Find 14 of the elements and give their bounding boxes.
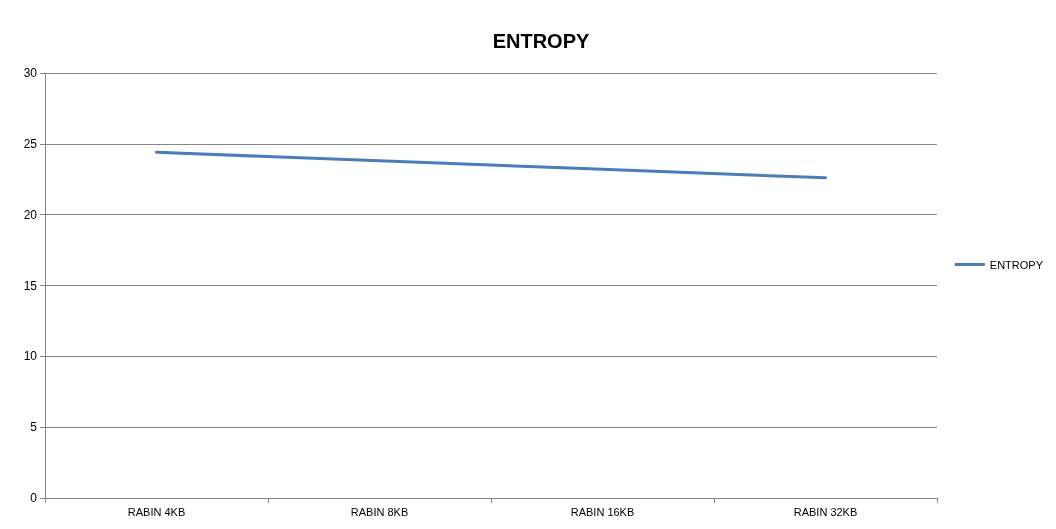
x-tick-label: RABIN 32KB <box>793 505 858 518</box>
y-tick-label: 5 <box>30 420 38 435</box>
chart-title: ENTROPY <box>492 30 590 52</box>
y-tick-label: 20 <box>23 207 38 222</box>
x-tick-label: RABIN 4KB <box>127 505 186 518</box>
legend-label: ENTROPY <box>989 258 1044 271</box>
y-tick-label: 0 <box>30 491 38 505</box>
x-tick-label: RABIN 16KB <box>570 505 635 518</box>
y-tick-label: 25 <box>23 136 38 151</box>
x-tick-label: RABIN 8KB <box>350 505 409 518</box>
y-tick-label: 10 <box>23 349 38 364</box>
line-series <box>155 150 827 180</box>
y-tick-label: 15 <box>23 278 38 293</box>
y-tick-label: 30 <box>23 66 38 80</box>
